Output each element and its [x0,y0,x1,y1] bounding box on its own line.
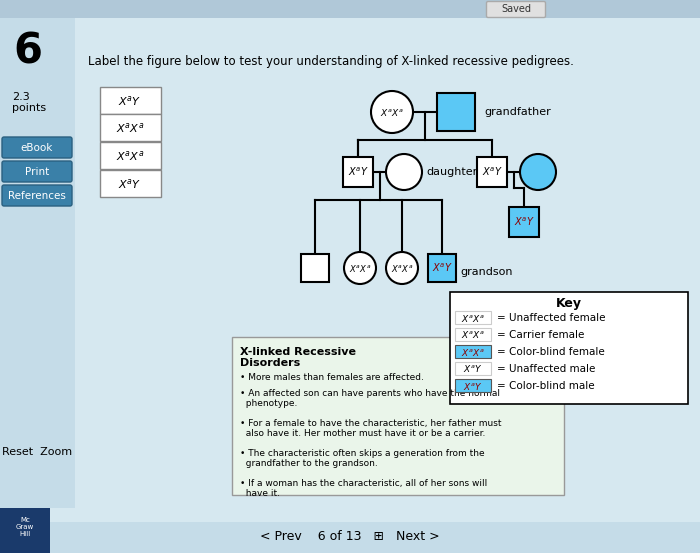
FancyBboxPatch shape [2,161,72,182]
Text: References: References [8,191,66,201]
Text: • The characteristic often skips a generation from the
  grandfather to the gran: • The characteristic often skips a gener… [240,449,484,468]
Text: $X^aX^a$: $X^aX^a$ [461,312,485,324]
Text: daughter: daughter [426,167,477,177]
Text: $X^aY$: $X^aY$ [463,363,483,374]
Text: $X^aX^a$: $X^aX^a$ [349,263,371,274]
Bar [455,345,491,358]
Bar [232,337,564,495]
FancyBboxPatch shape [100,170,161,197]
Text: Print: Print [25,167,49,177]
Bar [455,328,491,341]
Bar [455,379,491,392]
Text: Disorders: Disorders [240,358,300,368]
Text: points: points [12,103,46,113]
FancyBboxPatch shape [100,142,161,169]
Text: $X^aY$: $X^aY$ [118,94,141,108]
Text: Reset  Zoom: Reset Zoom [2,447,72,457]
Bar [343,157,373,187]
Circle shape [520,154,556,190]
Text: Saved: Saved [501,4,531,14]
Text: $X^aY$: $X^aY$ [463,380,483,392]
Text: $X^aY$: $X^aY$ [482,166,503,178]
Text: = Carrier female: = Carrier female [497,330,584,340]
Text: $X^aY$: $X^aY$ [431,262,452,274]
FancyBboxPatch shape [100,114,161,141]
Circle shape [386,154,422,190]
Text: $X^aX^a$: $X^aX^a$ [461,330,485,341]
Text: Mc
Graw
Hill: Mc Graw Hill [16,517,34,538]
Bar [0,508,50,553]
FancyBboxPatch shape [2,185,72,206]
Text: = Unaffected female: = Unaffected female [497,313,606,323]
Text: $X^aX^a$: $X^aX^a$ [461,347,485,357]
Text: grandfather: grandfather [484,107,551,117]
Text: $X^aY$: $X^aY$ [118,177,141,191]
Text: $X^aX^a$: $X^aX^a$ [391,263,413,274]
FancyBboxPatch shape [2,137,72,158]
FancyBboxPatch shape [486,2,545,18]
Bar [301,254,329,282]
Text: 6: 6 [13,31,43,73]
Text: grandson: grandson [460,267,512,277]
Text: = Color-blind male: = Color-blind male [497,381,594,391]
Text: Key: Key [556,296,582,310]
Circle shape [371,91,413,133]
Bar [450,292,688,404]
Text: $X^aX^a$: $X^aX^a$ [116,121,144,135]
Text: • An affected son can have parents who have the normal
  phenotype.: • An affected son can have parents who h… [240,389,500,409]
Text: 2.3: 2.3 [12,92,29,102]
Circle shape [386,252,418,284]
Text: $X^aX^a$: $X^aX^a$ [380,107,404,117]
Text: Label the figure below to test your understanding of X-linked recessive pedigree: Label the figure below to test your unde… [88,55,574,69]
Text: < Prev    6 of 13   ⊞   Next >: < Prev 6 of 13 ⊞ Next > [260,530,440,544]
Text: = Unaffected male: = Unaffected male [497,364,596,374]
Text: • If a woman has the characteristic, all of her sons will
  have it.: • If a woman has the characteristic, all… [240,479,487,498]
Text: • For a female to have the characteristic, her father must
  also have it. Her m: • For a female to have the characteristi… [240,419,501,439]
Text: $X^aY$: $X^aY$ [514,216,535,228]
Bar [0,18,75,508]
Bar [428,254,456,282]
Bar [0,522,700,553]
Text: eBook: eBook [21,143,53,153]
Bar [477,157,507,187]
Bar [0,0,700,18]
Text: • More males than females are affected.: • More males than females are affected. [240,373,424,382]
Bar [437,93,475,131]
Circle shape [344,252,376,284]
Text: $X^aY$: $X^aY$ [347,166,368,178]
FancyBboxPatch shape [100,87,161,114]
Bar [509,207,539,237]
Text: $X^aX^a$: $X^aX^a$ [116,149,144,163]
Text: = Color-blind female: = Color-blind female [497,347,605,357]
Text: X-linked Recessive: X-linked Recessive [240,347,356,357]
Bar [455,311,491,324]
Bar [455,362,491,375]
